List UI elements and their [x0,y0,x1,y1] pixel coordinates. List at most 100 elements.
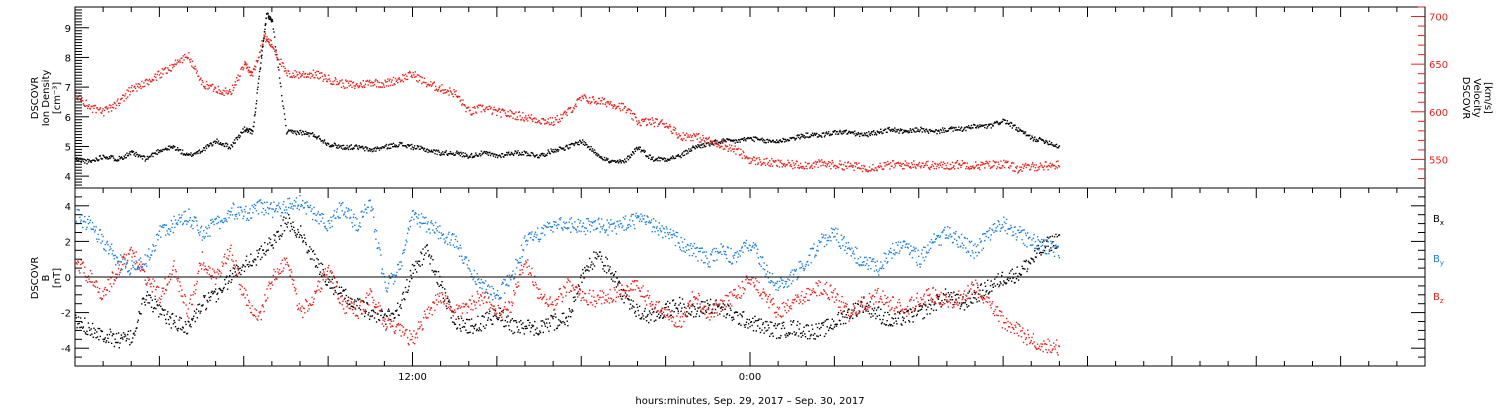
data-point [572,110,574,112]
data-point [480,282,482,284]
data-point [813,338,815,340]
data-point [173,146,175,148]
data-point [507,315,509,317]
data-point [668,309,670,311]
data-point [797,134,799,136]
data-point [381,310,383,312]
data-point [991,284,994,286]
data-point [137,156,139,158]
data-point [193,216,196,218]
data-point [181,326,184,328]
data-point [942,163,944,166]
data-point [473,325,475,328]
data-point [829,133,831,135]
data-point [746,137,748,140]
data-point [133,261,135,264]
data-point [468,319,471,321]
data-point [241,211,243,213]
data-point [629,112,632,115]
data-point [906,164,909,166]
data-point [265,23,267,25]
data-point [222,93,224,95]
data-point [344,87,346,89]
data-point [195,72,198,74]
data-point [284,211,286,214]
data-point [508,325,510,327]
data-point [172,223,174,225]
data-point [859,305,862,307]
data-point [974,166,976,168]
data-point [387,144,390,146]
data-point [972,127,974,129]
data-point [1031,135,1033,137]
data-point [721,145,723,148]
data-point [892,318,895,320]
data-point [210,143,213,145]
data-point [743,311,745,313]
data-point [624,292,627,294]
data-point [586,218,588,220]
data-point [172,312,174,315]
data-point [544,155,547,157]
data-point [432,259,434,261]
data-point [482,315,484,317]
data-point [1019,128,1021,131]
data-point [155,234,158,236]
data-point [106,334,108,336]
data-point [313,259,315,261]
data-point [444,92,446,94]
data-point [465,107,468,109]
data-point [509,154,511,156]
data-point [299,234,301,236]
data-point [310,210,312,212]
data-point [584,233,587,236]
data-point [225,142,227,144]
data-point [792,167,794,170]
data-point [516,259,518,262]
data-point [183,59,185,61]
data-point [463,326,466,328]
data-point [306,201,308,203]
data-point [729,139,731,141]
data-point [150,254,153,256]
data-point [326,144,328,146]
data-point [388,147,390,150]
data-point [917,128,919,131]
data-point [573,300,575,303]
data-point [978,300,980,302]
data-point [307,133,309,135]
data-point [115,333,118,335]
data-point [286,75,288,77]
data-point [781,322,783,324]
data-point [790,320,792,322]
data-point [353,301,355,303]
data-point [316,220,318,222]
data-point [764,320,767,323]
data-point [112,250,114,252]
data-point [319,271,322,273]
data-point [700,141,702,143]
data-point [406,232,409,235]
data-point [181,61,184,64]
data-point [588,146,590,148]
data-point [361,145,364,148]
data-point [714,308,717,311]
data-point [577,292,579,294]
data-point [333,210,336,212]
data-point [556,148,558,151]
data-point [490,152,492,155]
data-point [605,256,607,258]
data-point [1043,140,1045,143]
data-point [420,76,422,78]
data-point [696,146,698,149]
data-point [396,271,398,274]
data-point [158,74,161,76]
bottom-panel-data [75,194,1061,356]
data-point [382,82,384,85]
data-point [875,317,877,320]
data-point [227,92,229,94]
data-point [619,159,621,161]
data-point [124,157,126,159]
data-point [584,144,586,146]
data-point [270,45,272,48]
